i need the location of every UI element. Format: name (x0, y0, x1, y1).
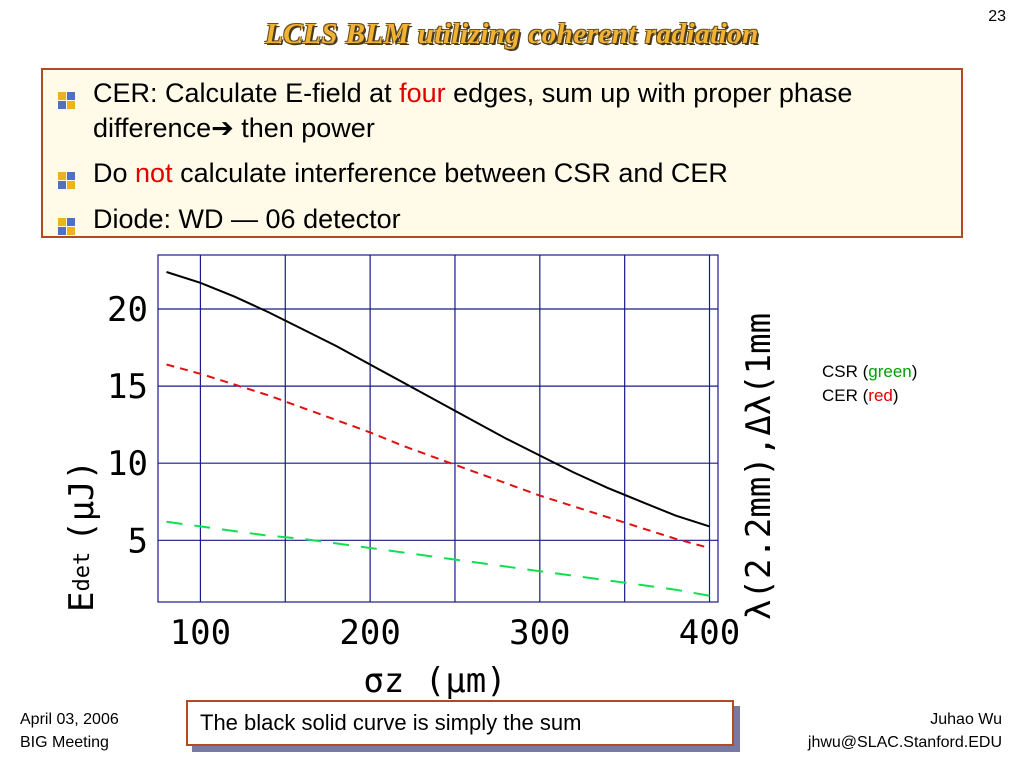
y-tick-label: 20 (107, 290, 148, 330)
arrow-icon: ➔ (211, 113, 234, 143)
footer-date-block: April 03, 2006 BIG Meeting (20, 708, 119, 754)
sum-note-box: The black solid curve is simply the sum (186, 700, 734, 746)
bullet-item-diode: Diode: WD — 06 detector (57, 202, 953, 237)
series-line-longdash (166, 520, 710, 597)
x-tick-label: 300 (509, 613, 570, 653)
y-tick-label: 10 (107, 444, 148, 484)
energy-plot: 100 200 300 400 5 10 15 20 σz (μm) Edet(μJ) λ(2… (62, 254, 779, 700)
right-axis-label: λ(2.2mm),Δλ(1mm (739, 313, 779, 620)
bullet-icon (57, 210, 79, 235)
x-tick-label: 100 (170, 613, 231, 653)
bullet-icon (57, 84, 79, 109)
bullet-icon (57, 164, 79, 189)
footer-meeting: BIG Meeting (20, 734, 109, 751)
bullet-item-cer: CER: Calculate E-field at four edges, su… (57, 76, 953, 146)
y-axis-label: Edet(μJ) (62, 460, 102, 612)
footer-email[interactable]: jhwu@SLAC.Stanford.EDU (807, 734, 1002, 751)
bullet-item-interference: Do not calculate interference between CS… (57, 156, 953, 191)
bullet-text: Do not calculate interference between CS… (93, 158, 728, 188)
emphasis-text: four (399, 78, 446, 108)
emphasis-text: not (135, 158, 173, 188)
slide-number: 23 (988, 8, 1006, 25)
y-tick-label: 5 (128, 521, 148, 561)
x-tick-label: 200 (339, 613, 400, 653)
x-tick-label: 400 (679, 613, 740, 653)
bullet-text: CER: Calculate E-field at four edges, su… (93, 78, 853, 143)
curve-legend: CSR (green) CER (red) (822, 360, 917, 408)
footer-date: April 03, 2006 (20, 711, 119, 728)
plot-grid (157, 254, 719, 603)
series-line-dashed (166, 363, 710, 549)
series-line-solid (166, 271, 710, 528)
x-axis-label: σz (μm) (363, 661, 506, 700)
slide-title: LCLS BLM utilizing coherent radiation (265, 18, 759, 50)
plot-series (166, 271, 710, 597)
plot-frame (157, 254, 719, 603)
plot-ticks: 100 200 300 400 5 10 15 20 (107, 290, 740, 653)
legend-csr: CSR (green) (822, 362, 918, 381)
y-tick-label: 15 (107, 367, 148, 407)
footer-author-block: Juhao Wu jhwu@SLAC.Stanford.EDU (808, 708, 1002, 754)
bullet-text: Diode: WD — 06 detector (93, 204, 401, 234)
bullet-box: CER: Calculate E-field at four edges, su… (41, 68, 963, 238)
legend-cer: CER (red) (822, 386, 899, 405)
footer-author: Juhao Wu (930, 711, 1002, 728)
